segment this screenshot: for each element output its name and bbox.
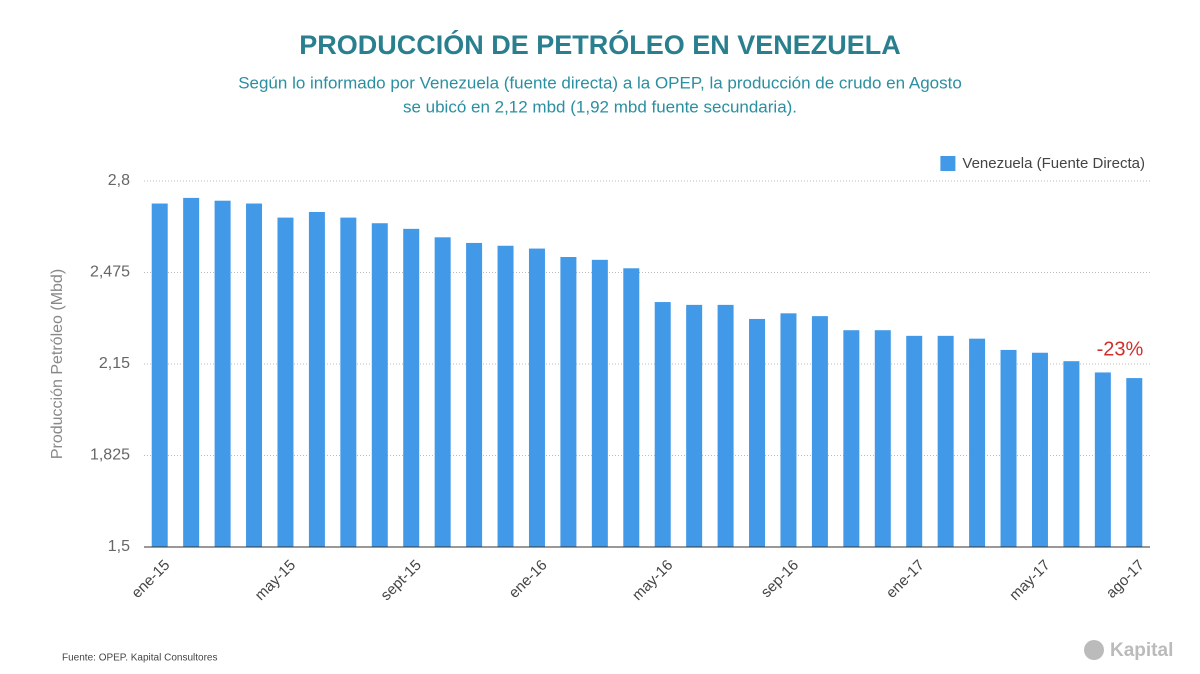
chart-subtitle: Según lo informado por Venezuela (fuente…	[238, 73, 962, 92]
bar	[1031, 352, 1048, 547]
brand: Kapital	[1110, 640, 1173, 661]
bar	[246, 203, 263, 547]
chart-title: PRODUCCIÓN DE PETRÓLEO EN VENEZUELA	[299, 29, 901, 60]
bar	[1094, 372, 1111, 547]
y-tick-label: 2,475	[90, 264, 130, 281]
bar	[874, 330, 891, 547]
bar	[654, 302, 671, 547]
y-tick-label: 2,8	[108, 172, 130, 189]
bar	[717, 304, 734, 547]
bar	[749, 318, 766, 547]
bar	[686, 304, 703, 547]
brand-logo	[1084, 640, 1104, 660]
bar	[811, 316, 828, 547]
source: Fuente: OPEP. Kapital Consultores	[62, 653, 217, 664]
bar	[434, 237, 451, 548]
bar	[623, 268, 640, 547]
bar	[906, 335, 923, 547]
bar	[497, 245, 514, 547]
y-axis-label: Producción Petróleo (Mbd)	[49, 269, 66, 459]
bar	[528, 248, 545, 548]
bar	[151, 203, 168, 547]
bar	[591, 259, 608, 547]
bar	[1126, 378, 1143, 547]
bar	[560, 257, 577, 547]
bar	[183, 197, 200, 547]
bar	[403, 228, 420, 547]
y-tick-label: 2,15	[99, 355, 130, 372]
legend-label: Venezuela (Fuente Directa)	[962, 155, 1145, 172]
legend-swatch	[940, 156, 956, 171]
annotation: -23%	[1097, 338, 1144, 360]
bar	[1063, 361, 1080, 547]
bar	[277, 217, 294, 547]
bar	[214, 200, 231, 547]
bar	[340, 217, 357, 547]
chart-subtitle: se ubicó en 2,12 mbd (1,92 mbd fuente se…	[403, 97, 797, 116]
bar	[780, 313, 797, 547]
y-tick-label: 1,825	[90, 447, 130, 464]
bar	[371, 223, 388, 547]
bar	[1000, 349, 1017, 547]
bar	[937, 335, 954, 547]
bar	[843, 330, 860, 547]
bar	[308, 211, 325, 547]
bar	[969, 338, 986, 547]
bar	[466, 242, 483, 547]
y-tick-label: 1,5	[108, 538, 130, 555]
